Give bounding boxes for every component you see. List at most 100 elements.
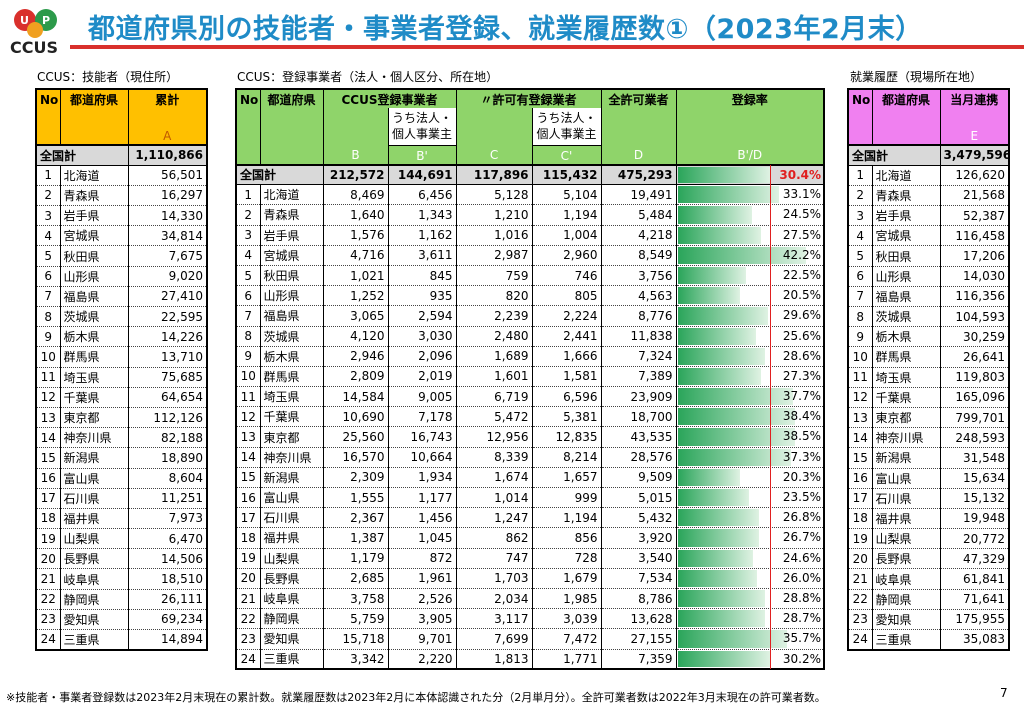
row-a: 9,020	[127, 266, 208, 287]
svg-text:U: U	[20, 14, 29, 27]
row-pref: 栃木県	[259, 346, 324, 367]
row-rate-cell: 28.6%	[675, 346, 825, 367]
row-a: 14,226	[127, 326, 208, 348]
row-pref: 山梨県	[59, 528, 129, 550]
row-no: 5	[35, 245, 61, 267]
row-pref: 福井県	[259, 527, 324, 549]
page-title: 都道府県別の技能者・事業者登録、就業履歴数①（2023年2月末）	[88, 14, 923, 45]
row-pref: 岐阜県	[259, 588, 324, 610]
row-rate-cell: 38.4%	[675, 406, 825, 428]
row-b2: 1,456	[387, 507, 457, 529]
row-rate: 24.5%	[782, 207, 822, 222]
rate-bar	[677, 509, 760, 527]
row-c: 1,247	[455, 507, 533, 529]
row-pref: 長野県	[871, 548, 941, 570]
table-row: 3 岩手県 52,387	[847, 205, 1010, 227]
row-d: 9,509	[600, 467, 677, 489]
row-no: 19	[847, 528, 873, 550]
table-row: 24 三重県 35,083	[847, 629, 1010, 651]
row-pref: 福島県	[871, 286, 941, 308]
row-rate-cell: 28.7%	[675, 608, 825, 630]
rate-bar	[677, 186, 779, 204]
col-letter-d: D	[600, 145, 677, 165]
row-e: 19,948	[939, 508, 1010, 530]
row-pref: 千葉県	[259, 406, 324, 428]
row-rate-cell: 29.6%	[675, 305, 825, 327]
row-c2: 856	[531, 527, 602, 549]
row-b2: 2,526	[387, 588, 457, 610]
row-rate: 20.3%	[782, 469, 822, 484]
table-row: 17 石川県 2,367 1,456 1,247 1,194 5,432 26.8%	[235, 507, 825, 529]
table-row: 2 青森県 21,568	[847, 185, 1010, 207]
row-no: 11	[847, 367, 873, 388]
row-c2: 5,104	[531, 184, 602, 206]
title-underline	[70, 45, 1024, 49]
table-row: 23 愛知県 69,234	[35, 609, 208, 631]
row-d: 3,920	[600, 527, 677, 549]
row-d: 18,700	[600, 406, 677, 428]
total-rate-bar	[677, 166, 771, 184]
row-rate-cell: 26.8%	[675, 507, 825, 529]
row-a: 27,410	[127, 286, 208, 308]
row-rate-cell: 20.3%	[675, 467, 825, 489]
rate-bar	[677, 226, 762, 244]
table-row: 16 富山県 1,555 1,177 1,014 999 5,015 23.5%	[235, 487, 825, 509]
row-no: 21	[847, 568, 873, 590]
row-c: 5,472	[455, 406, 533, 428]
row-rate: 22.5%	[782, 267, 822, 282]
row-b: 1,387	[322, 527, 389, 549]
col-sub-corp-b: うち法人・個人事業主	[387, 108, 457, 146]
rate-bar	[677, 408, 795, 426]
table-row: 12 千葉県 10,690 7,178 5,472 5,381 18,700 38.4%	[235, 406, 825, 428]
row-c: 1,813	[455, 649, 533, 670]
row-no: 9	[35, 326, 61, 348]
table-row: 11 埼玉県 75,685	[35, 367, 208, 388]
row-pref: 山形県	[259, 285, 324, 307]
row-c: 5,128	[455, 184, 533, 206]
row-no: 24	[235, 649, 261, 670]
row-c: 747	[455, 548, 533, 569]
total-b2: 144,691	[387, 163, 457, 186]
row-c: 6,719	[455, 386, 533, 408]
row-a: 56,501	[127, 165, 208, 186]
table-row: 7 福島県 116,356	[847, 286, 1010, 308]
row-no: 13	[235, 426, 261, 448]
row-c: 2,987	[455, 245, 533, 266]
row-e: 248,593	[939, 427, 1010, 449]
row-no: 15	[235, 467, 261, 489]
rate-bar	[677, 307, 768, 325]
row-no: 14	[35, 427, 61, 449]
row-no: 7	[847, 286, 873, 308]
row-b2: 6,456	[387, 184, 457, 206]
col-no: No	[847, 89, 873, 126]
table-row: 9 栃木県 30,259	[847, 326, 1010, 348]
total-label: 全国計	[847, 143, 941, 166]
row-rate-cell: 24.5%	[675, 204, 825, 226]
rate-bar	[677, 529, 759, 547]
row-e: 15,634	[939, 468, 1010, 489]
row-c: 2,480	[455, 326, 533, 347]
rate-bar	[677, 569, 757, 587]
row-a: 8,604	[127, 468, 208, 489]
row-rate-cell: 42.2%	[675, 245, 825, 266]
row-e: 20,772	[939, 528, 1010, 550]
row-no: 14	[847, 427, 873, 449]
row-rate: 42.2%	[782, 247, 822, 262]
rate-bar	[677, 246, 807, 264]
row-b2: 1,045	[387, 527, 457, 549]
total-rate-cell: 30.4%	[675, 163, 825, 186]
table-row: 17 石川県 11,251	[35, 488, 208, 509]
row-b2: 9,701	[387, 628, 457, 650]
table-row: 1 北海道 8,469 6,456 5,128 5,104 19,491 33.1%	[235, 184, 825, 206]
row-d: 8,549	[600, 245, 677, 266]
col-pref: 都道府県	[59, 89, 129, 126]
row-e: 165,096	[939, 387, 1010, 408]
row-b: 2,685	[322, 568, 389, 589]
table-row: 22 静岡県 71,641	[847, 589, 1010, 610]
row-b2: 2,220	[387, 649, 457, 670]
table-row: 22 静岡県 26,111	[35, 589, 208, 610]
row-e: 61,841	[939, 568, 1010, 590]
row-rate-cell: 28.8%	[675, 588, 825, 610]
row-a: 14,330	[127, 205, 208, 227]
row-no: 13	[847, 407, 873, 429]
